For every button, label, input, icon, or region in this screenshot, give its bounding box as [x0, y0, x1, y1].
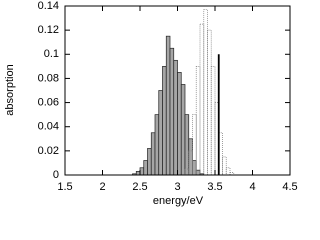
histogram-bar [154, 114, 160, 176]
y-tick-label: 0.02 [38, 145, 59, 157]
histogram-bar [162, 66, 167, 176]
y-tick-label: 0.1 [44, 48, 59, 60]
y-tick-label: 0 [53, 169, 59, 181]
x-tick-label: 4 [249, 181, 255, 193]
y-tick-label: 0.12 [38, 24, 59, 36]
histogram-bar [180, 84, 186, 176]
x-tick-label: 3.5 [207, 181, 222, 193]
histogram-bar-outline [199, 23, 205, 176]
histogram-bar [173, 59, 178, 176]
y-tick-label: 0.04 [38, 121, 59, 133]
x-axis-label: energy/eV [153, 195, 204, 207]
chart: energy/eV absorption 0 0.02 0.04 0.06 0.08 0.… [4, 0, 298, 207]
histogram-bar-outline [207, 29, 212, 176]
histogram-bar-outline [192, 114, 197, 176]
x-tick-label: 2 [99, 181, 105, 193]
histogram-bar [184, 114, 190, 176]
histogram-bar [139, 167, 145, 176]
histogram-bar [147, 148, 152, 176]
x-tick-label: 2.5 [132, 181, 147, 193]
histogram-bar-outline [222, 156, 227, 176]
histogram-bar [150, 132, 156, 176]
x-tick-label: 3 [174, 181, 180, 193]
y-tick-label: 0.06 [38, 96, 59, 108]
histogram-bar [165, 35, 171, 176]
histogram-bar [188, 138, 193, 176]
histogram-bar-outline [225, 167, 231, 176]
histogram-bar [195, 169, 201, 176]
histogram-bar-outline [203, 9, 208, 176]
y-tick-label: 0.08 [38, 72, 59, 84]
histogram-bar [158, 90, 163, 176]
histogram-bar [143, 160, 148, 176]
histogram-bar [169, 47, 175, 176]
y-tick-label: 0.14 [38, 0, 59, 12]
x-tick-label: 4.5 [282, 181, 297, 193]
x-tick-label: 1.5 [57, 181, 72, 193]
histogram-bar [135, 171, 141, 176]
histogram-bar [192, 160, 197, 176]
y-axis-label: absorption [4, 64, 16, 115]
histogram-bar [177, 72, 182, 176]
histogram-bar-outline [210, 65, 216, 176]
histogram-bar-outline [195, 65, 201, 176]
